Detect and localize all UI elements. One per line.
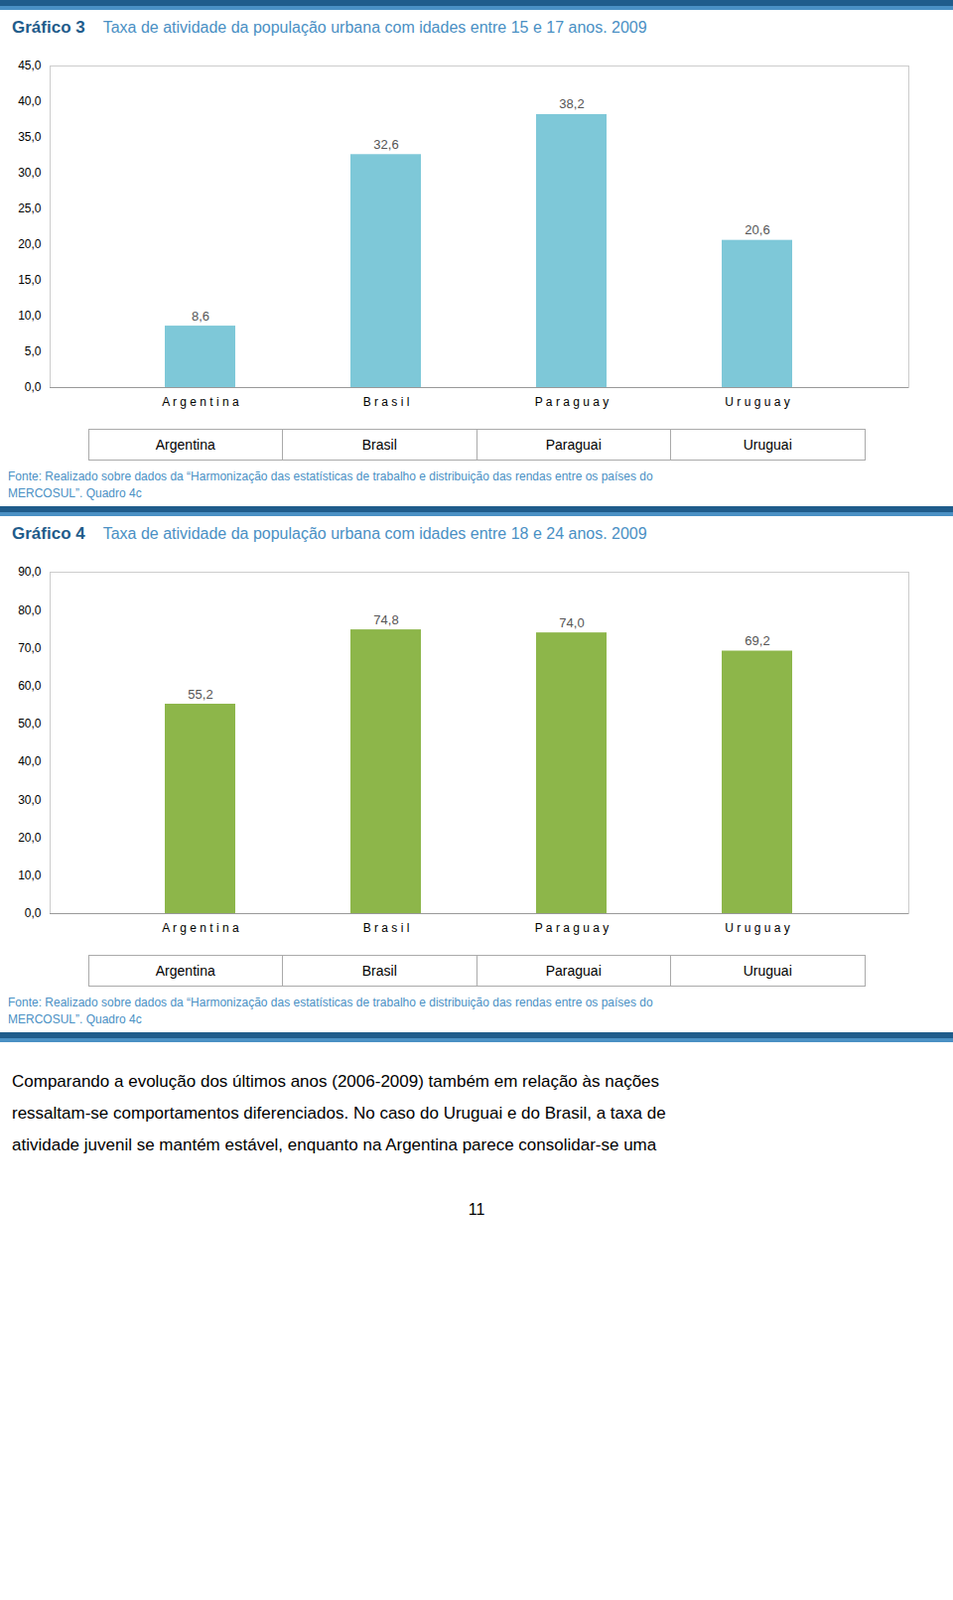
html-text:Argentina: Argentina	[155, 436, 216, 453]
html-text:Fonte: Realizado sobre dados d: Fonte: Realizado sobre dados da “Harmoni…	[7, 469, 653, 484]
svg-text:30,0: 30,0	[17, 165, 42, 180]
svg-text:20,0: 20,0	[17, 830, 42, 845]
html-text:Brasil: Brasil	[362, 962, 397, 979]
svg-text:P a r a g u a y: P a r a g u a y	[535, 395, 610, 409]
svg-text:60,0: 60,0	[17, 679, 42, 693]
svg-text:40,0: 40,0	[17, 754, 42, 769]
svg-text:70,0: 70,0	[17, 641, 42, 656]
svg-text:45,0: 45,0	[17, 58, 42, 73]
html-text:Gráfico 3: Gráfico 3	[11, 17, 86, 37]
svg-text:8,6: 8,6	[191, 308, 210, 324]
html-text:MERCOSUL”. Quadro 4c: MERCOSUL”. Quadro 4c	[7, 486, 142, 501]
svg-text:35,0: 35,0	[17, 130, 42, 144]
svg-text:5,0: 5,0	[24, 344, 42, 359]
svg-text:55,2: 55,2	[187, 686, 213, 702]
svg-text:74,8: 74,8	[373, 612, 399, 628]
html-text:Paraguai: Paraguai	[545, 436, 602, 453]
html-text:Uruguai: Uruguai	[743, 962, 792, 979]
svg-text:0,0: 0,0	[24, 906, 42, 921]
html-text:Taxa de atividade da população: Taxa de atividade da população urbana co…	[102, 525, 647, 543]
svg-text:40,0: 40,0	[17, 94, 42, 109]
html-text:Gráfico 4: Gráfico 4	[11, 524, 86, 544]
html-text:Comparando a evolução dos últi: Comparando a evolução dos últimos anos (…	[11, 1072, 660, 1091]
svg-text:69,2: 69,2	[744, 633, 770, 649]
svg-text:10,0: 10,0	[17, 868, 42, 883]
svg-text:A r g e n t i n a: A r g e n t i n a	[161, 395, 240, 409]
html-text:MERCOSUL”. Quadro 4c: MERCOSUL”. Quadro 4c	[7, 1012, 142, 1027]
html-text:Brasil: Brasil	[362, 436, 397, 453]
html-text:Taxa de atividade da população: Taxa de atividade da população urbana co…	[102, 18, 647, 36]
svg-text:B r a s i l: B r a s i l	[363, 921, 410, 936]
svg-text:80,0: 80,0	[17, 603, 42, 618]
svg-text:20,6: 20,6	[744, 222, 770, 238]
html-text:Argentina: Argentina	[155, 962, 216, 979]
svg-text:P a r a g u a y: P a r a g u a y	[535, 921, 610, 936]
html-text:Fonte: Realizado sobre dados d: Fonte: Realizado sobre dados da “Harmoni…	[7, 995, 653, 1010]
svg-text:50,0: 50,0	[17, 716, 42, 731]
svg-text:0,0: 0,0	[24, 380, 42, 395]
svg-text:10,0: 10,0	[17, 308, 42, 323]
svg-text:25,0: 25,0	[17, 201, 42, 216]
html-text:11: 11	[468, 1201, 485, 1219]
svg-text:B r a s i l: B r a s i l	[363, 395, 410, 409]
html-text:Paraguai: Paraguai	[545, 962, 602, 979]
svg-text:38,2: 38,2	[558, 96, 584, 112]
html-text:ressaltam-se comportamentos di: ressaltam-se comportamentos diferenciado…	[11, 1103, 666, 1123]
svg-text:74,0: 74,0	[558, 615, 584, 631]
svg-text:A r g e n t i n a: A r g e n t i n a	[161, 921, 240, 936]
svg-text:30,0: 30,0	[17, 793, 42, 808]
svg-text:15,0: 15,0	[17, 272, 42, 287]
svg-text:U r u g u a y: U r u g u a y	[724, 921, 790, 936]
svg-text:U r u g u a y: U r u g u a y	[724, 395, 790, 409]
html-text:atividade juvenil se mantém es: atividade juvenil se mantém estável, enq…	[11, 1135, 657, 1155]
svg-text:32,6: 32,6	[373, 136, 399, 152]
svg-text:20,0: 20,0	[17, 237, 42, 252]
html-text:Uruguai: Uruguai	[743, 436, 792, 453]
svg-text:90,0: 90,0	[17, 564, 42, 579]
